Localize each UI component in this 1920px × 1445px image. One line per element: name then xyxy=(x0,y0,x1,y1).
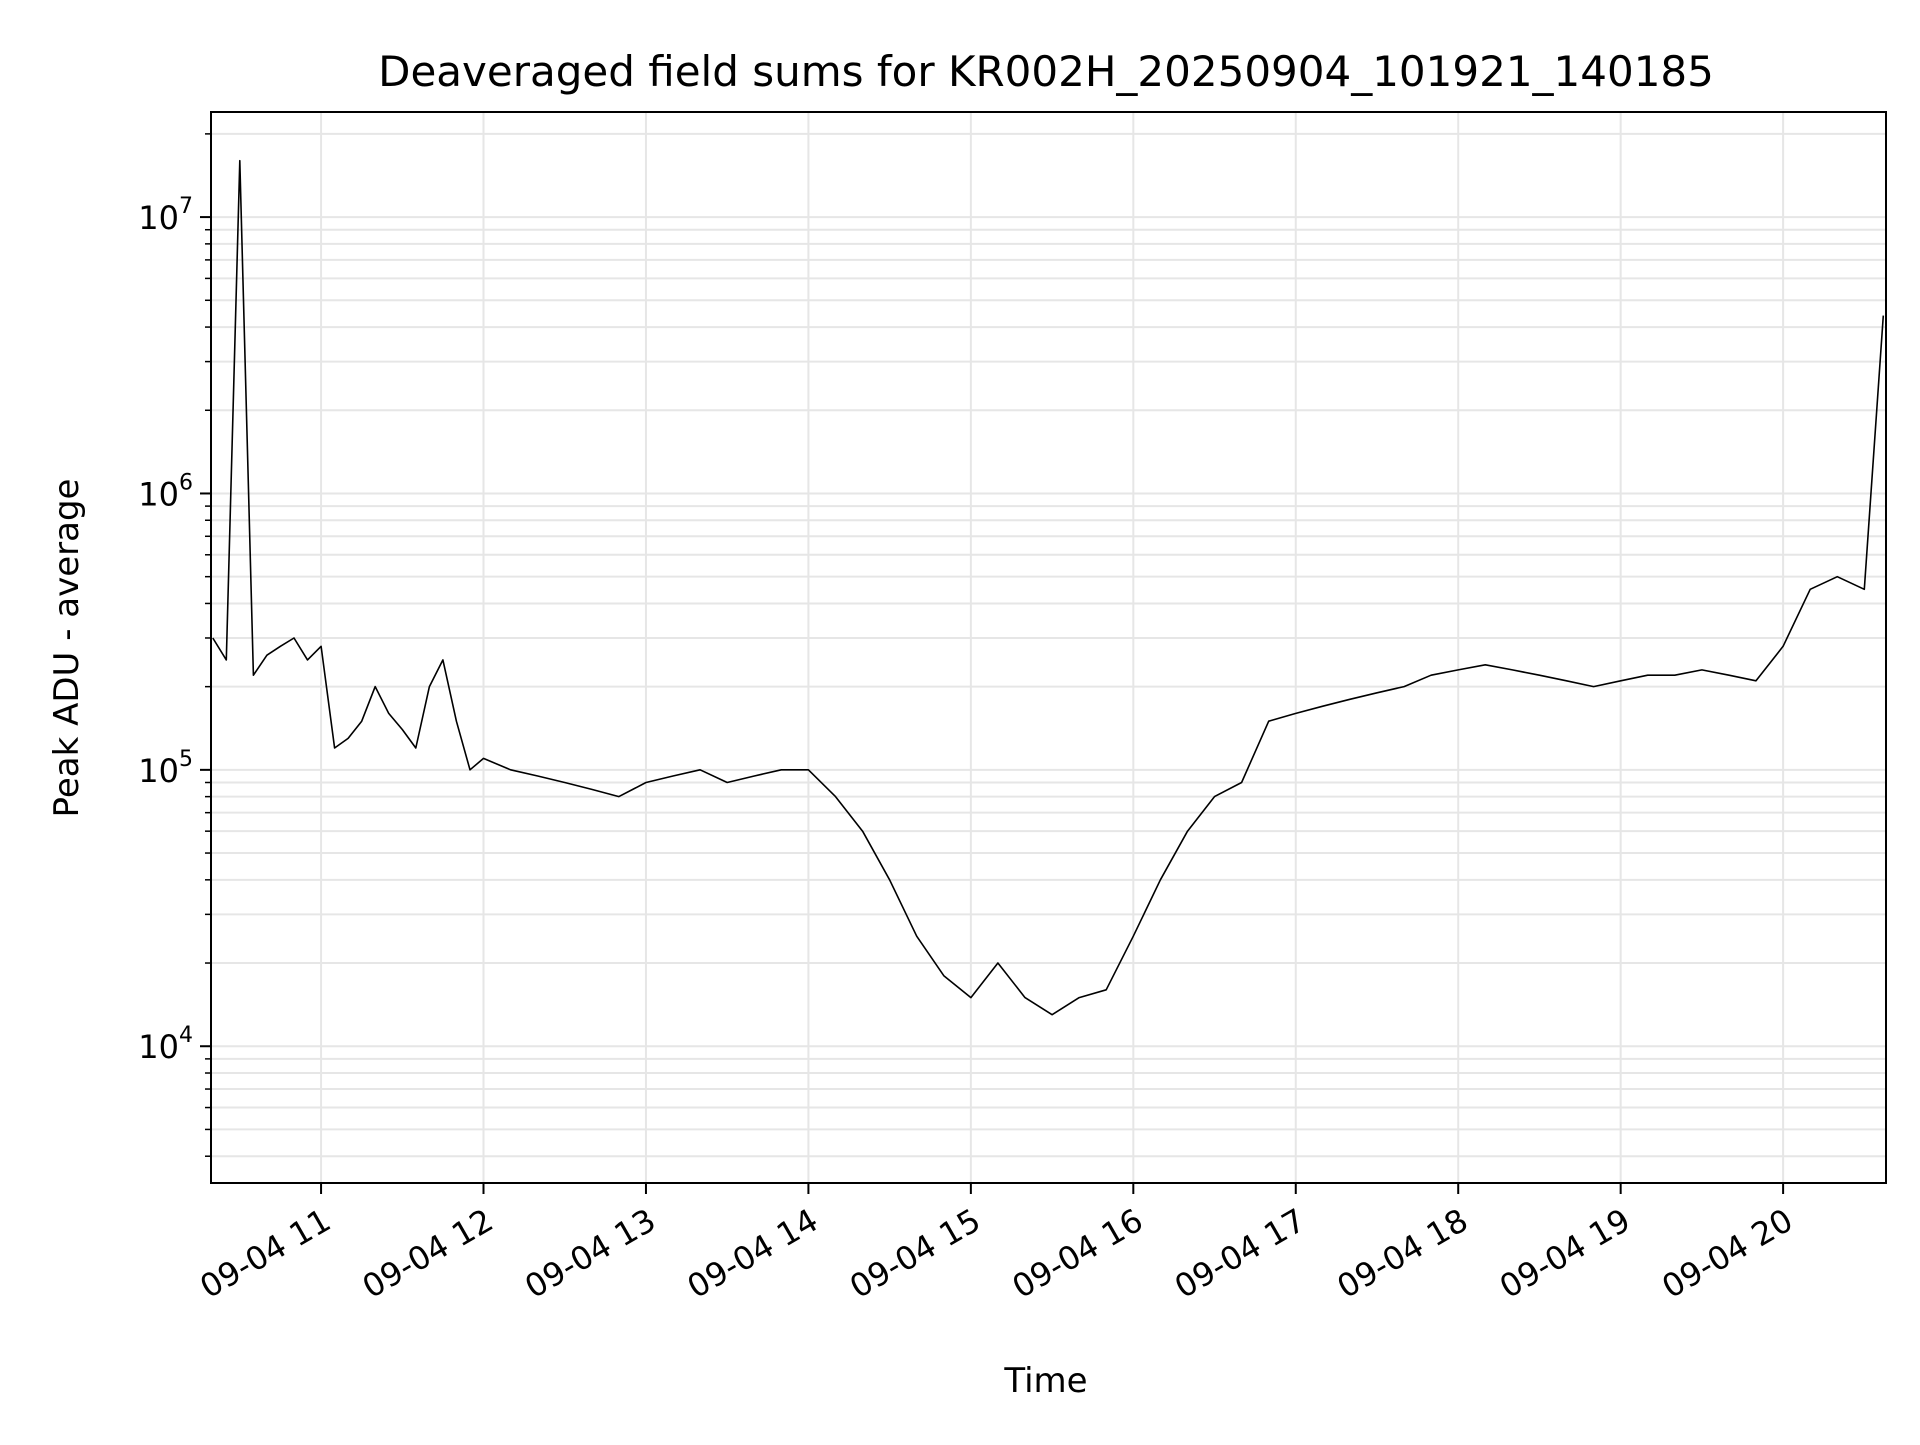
y-tick-label: 105 xyxy=(138,747,193,790)
y-tick-label: 106 xyxy=(138,470,193,513)
grid xyxy=(211,112,1886,1183)
y-tick-label: 104 xyxy=(138,1023,193,1066)
series-layer xyxy=(212,159,1885,1016)
x-axis-label: Time xyxy=(1003,1361,1087,1401)
series-line xyxy=(212,159,1885,1016)
plot-frame xyxy=(210,111,1887,1184)
y-tick-label: 107 xyxy=(138,194,193,237)
y-axis-label: Peak ADU - average xyxy=(47,479,87,818)
chart-title: Deaveraged field sums for KR002H_2025090… xyxy=(378,47,1714,96)
